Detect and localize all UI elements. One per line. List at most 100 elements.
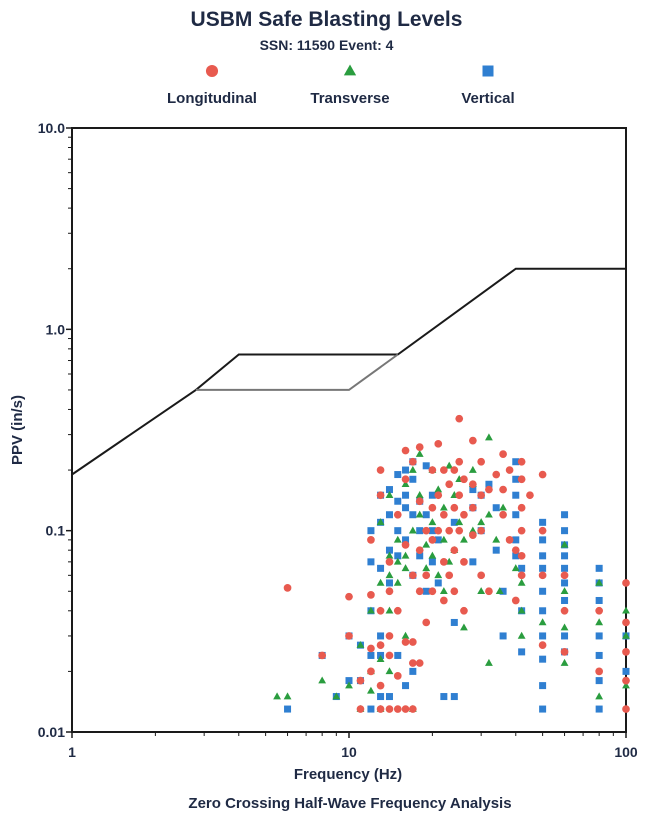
data-point-longitudinal	[455, 414, 464, 423]
data-point-longitudinal	[415, 546, 424, 555]
data-point-longitudinal	[408, 705, 417, 713]
data-point-vertical	[367, 651, 375, 659]
data-point-longitudinal	[455, 457, 464, 466]
data-point-longitudinal	[477, 457, 486, 466]
data-point-transverse	[477, 587, 486, 595]
data-point-vertical	[561, 552, 569, 560]
data-point-longitudinal	[477, 491, 486, 500]
data-point-vertical	[402, 504, 410, 512]
data-point-transverse	[434, 485, 443, 493]
data-point-longitudinal	[401, 638, 410, 646]
data-point-longitudinal	[415, 497, 424, 506]
limit-curves	[71, 267, 626, 476]
data-point-transverse	[517, 578, 526, 586]
x-tick-label: 10	[341, 744, 357, 760]
data-point-longitudinal	[469, 436, 477, 445]
data-point-transverse	[367, 686, 375, 694]
data-point-longitudinal	[455, 491, 464, 500]
data-point-transverse	[273, 692, 281, 700]
data-point-longitudinal	[505, 536, 514, 544]
data-point-transverse	[460, 623, 468, 631]
data-point-transverse	[468, 465, 477, 473]
data-point-vertical	[284, 705, 292, 713]
x-axis-label: Frequency (Hz)	[294, 766, 402, 783]
data-point-vertical	[561, 579, 569, 587]
data-point-transverse	[385, 606, 394, 614]
data-point-vertical	[469, 486, 477, 494]
data-point-vertical	[345, 677, 353, 685]
data-point-longitudinal	[367, 590, 375, 599]
data-point-longitudinal	[345, 592, 353, 601]
data-point-longitudinal	[401, 446, 410, 455]
data-point-longitudinal	[485, 485, 493, 494]
data-point-longitudinal	[434, 491, 443, 500]
data-point-transverse	[485, 433, 493, 441]
data-point-vertical	[518, 648, 526, 656]
data-point-transverse	[408, 465, 417, 473]
data-point-vertical	[492, 546, 500, 554]
data-point-vertical	[394, 552, 402, 560]
data-point-longitudinal	[376, 491, 385, 500]
safe-blasting-limit-line	[71, 267, 626, 476]
data-point-longitudinal	[428, 536, 437, 544]
data-point-longitudinal	[356, 676, 365, 685]
data-point-transverse	[595, 618, 604, 626]
data-point-longitudinal	[428, 503, 437, 512]
data-point-transverse	[495, 587, 504, 595]
data-point-longitudinal	[499, 510, 507, 519]
y-axis-label: PPV (in/s)	[9, 395, 26, 465]
data-point-transverse	[393, 557, 402, 565]
data-point-transverse	[393, 535, 402, 543]
y-tick-label: 0.1	[46, 523, 66, 539]
data-point-vertical	[402, 466, 410, 474]
data-point-vertical	[385, 486, 393, 494]
data-point-longitudinal	[440, 558, 448, 566]
data-point-transverse	[376, 578, 385, 586]
data-point-longitudinal	[469, 503, 477, 512]
data-point-vertical	[539, 632, 547, 640]
safe-blasting-limit-line	[195, 353, 399, 391]
data-point-vertical	[512, 536, 520, 544]
data-point-transverse	[560, 658, 569, 666]
data-point-vertical	[512, 475, 520, 483]
data-point-vertical	[385, 693, 393, 701]
data-point-longitudinal	[434, 439, 443, 448]
data-point-vertical	[367, 558, 375, 566]
data-point-vertical	[561, 511, 569, 519]
data-point-longitudinal	[440, 466, 448, 474]
data-point-longitudinal	[538, 641, 547, 650]
legend: Longitudinal Transverse Vertical	[167, 64, 515, 107]
data-point-vertical	[409, 475, 417, 483]
data-point-longitudinal	[367, 536, 375, 544]
legend-label-longitudinal: Longitudinal	[167, 90, 257, 107]
data-point-longitudinal	[499, 450, 507, 458]
data-point-transverse	[385, 491, 394, 498]
y-tick-label: 0.01	[38, 724, 65, 740]
data-point-vertical	[394, 527, 402, 535]
data-point-longitudinal	[408, 659, 417, 667]
data-point-longitudinal	[393, 705, 402, 713]
data-point-longitudinal	[517, 571, 526, 580]
data-point-transverse	[477, 518, 486, 526]
data-point-longitudinal	[595, 667, 604, 676]
data-point-longitudinal	[385, 705, 394, 713]
data-point-transverse	[595, 692, 604, 700]
data-point-transverse	[376, 655, 385, 662]
data-point-vertical	[539, 607, 547, 615]
data-point-longitudinal	[367, 667, 375, 676]
data-point-longitudinal	[385, 651, 394, 660]
data-point-transverse	[401, 551, 410, 559]
data-point-vertical	[512, 511, 520, 519]
series-longitudinal	[283, 414, 630, 713]
data-point-vertical	[385, 546, 393, 554]
data-point-transverse	[560, 540, 569, 548]
data-point-transverse	[385, 667, 394, 675]
data-point-vertical	[385, 511, 393, 519]
data-point-vertical	[512, 552, 520, 560]
legend-label-vertical: Vertical	[461, 90, 514, 107]
data-point-transverse	[318, 676, 327, 684]
data-point-vertical	[492, 504, 500, 512]
data-point-longitudinal	[422, 618, 431, 627]
data-point-transverse	[345, 681, 353, 689]
data-point-transverse	[499, 503, 508, 511]
